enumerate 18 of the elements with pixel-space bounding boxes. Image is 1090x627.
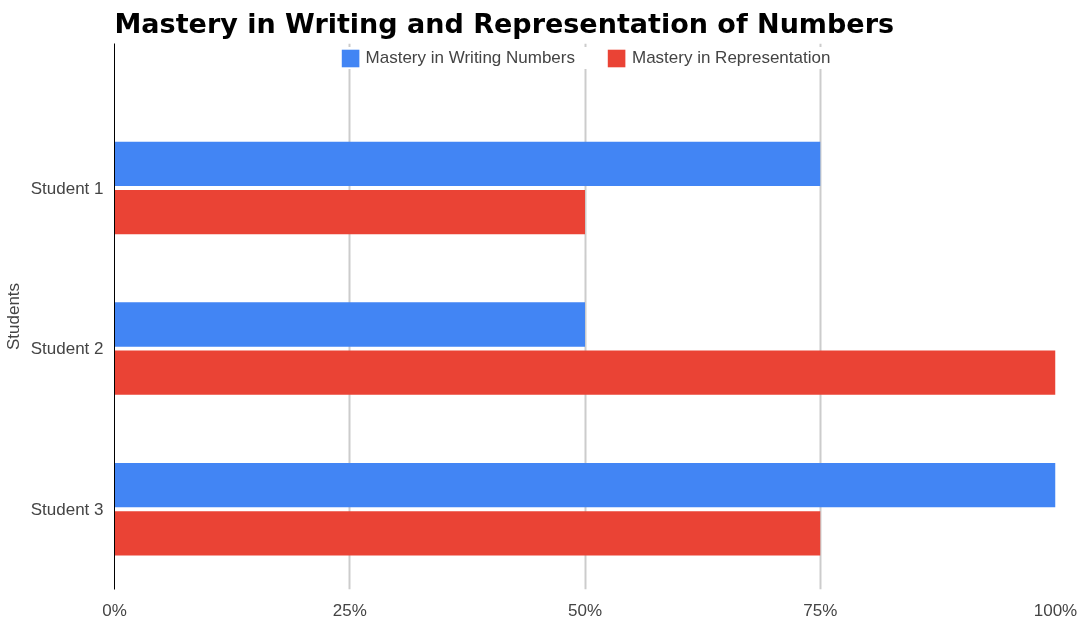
x-tick-label: 0% bbox=[102, 600, 127, 620]
legend-label: Mastery in Writing Numbers bbox=[365, 48, 575, 68]
bar bbox=[114, 462, 1056, 508]
bar bbox=[114, 302, 585, 347]
x-tick-label: 100% bbox=[1033, 600, 1078, 620]
legend-label: Mastery in Representation bbox=[631, 48, 831, 68]
bar bbox=[114, 189, 585, 235]
chart-title: Mastery in Writing and Representation of Numbers bbox=[114, 7, 895, 39]
bar bbox=[114, 511, 821, 556]
bar bbox=[114, 141, 821, 187]
x-tick-label: 75% bbox=[803, 600, 838, 620]
y-tick-label: Student 1 bbox=[30, 178, 104, 198]
y-tick-label: Student 2 bbox=[30, 339, 104, 359]
x-tick-label: 50% bbox=[567, 600, 603, 620]
x-tick-label: 25% bbox=[332, 600, 367, 620]
y-tick-label: Student 3 bbox=[30, 499, 104, 519]
bar bbox=[114, 350, 1056, 395]
y-axis-title: Students bbox=[3, 282, 23, 351]
